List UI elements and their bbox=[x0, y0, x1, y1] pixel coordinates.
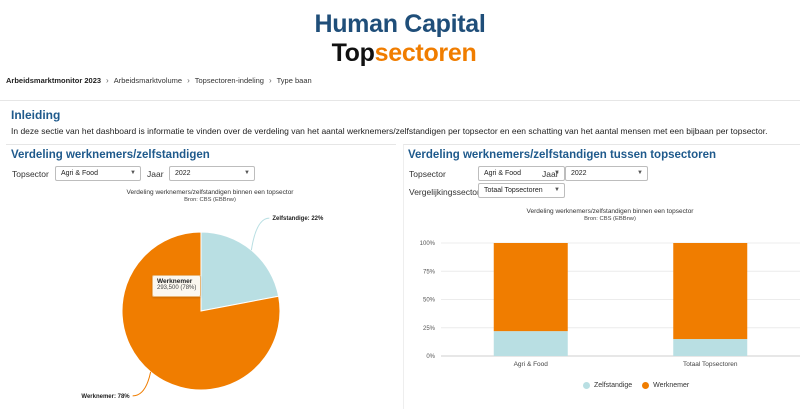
pie-label-zelfstandige: Zelfstandige: 22% bbox=[272, 216, 324, 222]
chevron-right-icon: › bbox=[106, 76, 109, 85]
jaar-select-right-value: 2022 bbox=[571, 170, 587, 177]
jaar-select[interactable]: 2022 ▼ bbox=[169, 166, 255, 181]
topsector-select-value: Agri & Food bbox=[61, 170, 98, 177]
vergelijkingssector-select-value: Totaal Topsectoren bbox=[484, 187, 543, 194]
breadcrumb: Arbeidsmarktmonitor 2023 › Arbeidsmarktv… bbox=[6, 76, 312, 85]
vergelijkingssector-label: Vergelijkingssector bbox=[409, 187, 480, 197]
bar-chart-subtitle: Bron: CBS (EBBnw) bbox=[584, 216, 636, 222]
panel-title-tussen-topsectoren: Verdeling werknemers/zelfstandigen tusse… bbox=[408, 149, 717, 161]
pie-label-werknemer: Werknemer: 78% bbox=[81, 394, 130, 400]
chevron-down-icon: ▼ bbox=[130, 170, 136, 176]
bar-zelfstandige-agri-food[interactable] bbox=[493, 331, 568, 356]
topsector-select-right-value: Agri & Food bbox=[484, 170, 521, 177]
bar-chart-legend: Zelfstandige Werknemer bbox=[583, 382, 699, 389]
breadcrumb-item-arbeidsmarktmonitor[interactable]: Arbeidsmarktmonitor 2023 bbox=[6, 76, 102, 85]
y-tick-label: 50% bbox=[423, 298, 436, 304]
jaar-label: Jaar bbox=[147, 169, 164, 179]
chevron-down-icon: ▼ bbox=[637, 170, 643, 176]
breadcrumb-item-arbeidsmarktvolume[interactable]: Arbeidsmarktvolume bbox=[113, 76, 183, 85]
jaar-select-value: 2022 bbox=[175, 170, 191, 177]
chevron-right-icon: › bbox=[268, 76, 272, 85]
chevron-down-icon: ▼ bbox=[554, 187, 560, 193]
intro-text: In deze sectie van het dashboard is info… bbox=[11, 126, 768, 136]
legend-item-werknemer[interactable]: Werknemer bbox=[642, 382, 689, 389]
pie-slice-werknemer[interactable] bbox=[121, 231, 281, 391]
jaar-select-right[interactable]: 2022 ▼ bbox=[565, 166, 648, 181]
y-tick-label: 75% bbox=[423, 269, 436, 275]
logo: Human Capital Topsectoren bbox=[0, 10, 800, 68]
x-tick-label: Agri & Food bbox=[514, 361, 549, 368]
logo-line-2: Topsectoren bbox=[4, 38, 800, 68]
pie-chart-title: Verdeling werknemers/zelfstandigen binne… bbox=[126, 189, 294, 196]
bar-werknemer-totaal-topsectoren[interactable] bbox=[673, 243, 748, 340]
y-tick-label: 100% bbox=[420, 241, 436, 247]
pie-connector-zelfstandige bbox=[250, 217, 270, 251]
tooltip-name: Werknemer bbox=[157, 278, 193, 285]
chevron-down-icon: ▼ bbox=[554, 170, 560, 176]
logo-sectoren: sectoren bbox=[374, 39, 477, 67]
bar-zelfstandige-totaal-topsectoren[interactable] bbox=[673, 339, 748, 356]
bar-chart-title: Verdeling werknemers/zelfstandigen binne… bbox=[526, 208, 694, 215]
pie-chart: Zelfstandige: 22% Werknemer: 78% bbox=[81, 216, 324, 400]
x-tick-label: Totaal Topsectoren bbox=[683, 361, 738, 368]
chevron-down-icon: ▼ bbox=[244, 170, 250, 176]
legend-item-zelfstandige[interactable]: Zelfstandige bbox=[583, 382, 632, 389]
legend-label-werknemer: Werknemer bbox=[653, 382, 690, 389]
legend-label-zelfstandige: Zelfstandige bbox=[594, 382, 633, 389]
y-tick-label: 25% bbox=[423, 326, 436, 332]
y-tick-label: 0% bbox=[426, 354, 435, 360]
pie-tooltip: Werknemer 293,500 (78%) bbox=[152, 275, 201, 297]
topsector-select[interactable]: Agri & Food ▼ bbox=[55, 166, 141, 181]
jaar-label-right: Jaar bbox=[542, 169, 559, 179]
topsector-label-right: Topsector bbox=[409, 169, 446, 179]
breadcrumb-item-type-baan[interactable]: Type baan bbox=[276, 76, 312, 85]
intro-title: Inleiding bbox=[11, 108, 61, 122]
topsector-label: Topsector bbox=[12, 169, 49, 179]
bar-werknemer-agri-food[interactable] bbox=[493, 243, 568, 332]
panel-verdeling: Verdeling werknemers/zelfstandigen Topse… bbox=[6, 144, 396, 409]
divider bbox=[0, 100, 800, 101]
breadcrumb-item-topsectoren-indeling[interactable]: Topsectoren-indeling bbox=[194, 76, 264, 85]
legend-dot-werknemer bbox=[642, 382, 650, 389]
topsector-select-right[interactable]: Agri & Food ▼ bbox=[478, 166, 565, 181]
legend-dot-zelfstandige bbox=[583, 382, 590, 389]
logo-top: Top bbox=[331, 39, 375, 67]
panel-tussen-topsectoren: Verdeling werknemers/zelfstandigen tusse… bbox=[403, 144, 800, 409]
bar-chart: 0% 25% 50% 75% 100% Agri & Food Totaal Topsect… bbox=[420, 241, 800, 368]
tooltip-value: 293,500 (78%) bbox=[157, 285, 197, 291]
chevron-right-icon: › bbox=[187, 76, 190, 85]
pie-connector-werknemer bbox=[132, 371, 152, 397]
pie-chart-subtitle: Bron: CBS (EBBnw) bbox=[184, 197, 236, 203]
vergelijkingssector-select[interactable]: Totaal Topsectoren ▼ bbox=[478, 183, 565, 198]
panel-title-verdeling: Verdeling werknemers/zelfstandigen bbox=[11, 149, 210, 161]
logo-line-1: Human Capital bbox=[314, 10, 486, 38]
pie-slice-zelfstandige[interactable] bbox=[200, 231, 280, 312]
